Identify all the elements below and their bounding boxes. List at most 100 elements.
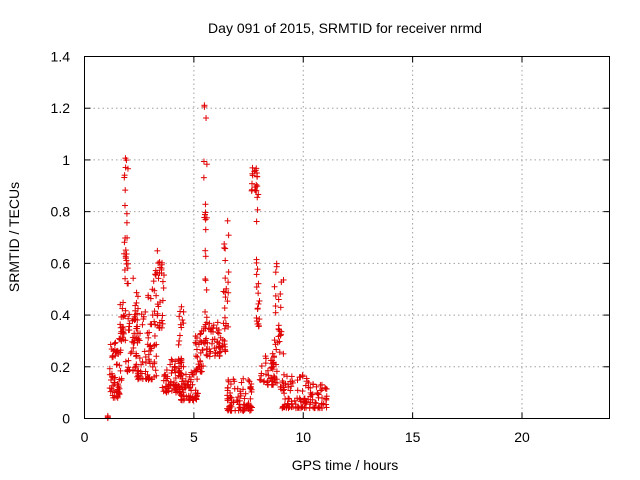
y-axis-label: SRMTID / TECUs	[6, 182, 22, 292]
data-point	[117, 367, 124, 374]
data-point	[153, 292, 160, 299]
data-point	[121, 239, 128, 246]
data-point	[303, 404, 310, 411]
data-point	[180, 389, 187, 396]
data-point	[121, 313, 128, 320]
data-point	[126, 366, 133, 373]
data-point	[221, 325, 228, 332]
data-point	[122, 164, 129, 171]
data-point	[224, 405, 231, 412]
data-point	[289, 379, 296, 386]
data-point	[159, 384, 166, 391]
data-point	[132, 302, 139, 309]
data-point	[221, 244, 228, 251]
data-point	[147, 295, 154, 302]
data-point	[201, 340, 208, 347]
data-point	[192, 368, 199, 375]
data-point	[202, 201, 209, 208]
data-point	[224, 298, 231, 305]
data-point	[271, 337, 278, 344]
data-point	[112, 339, 119, 346]
data-point	[189, 371, 196, 378]
data-point	[270, 359, 277, 366]
data-point	[256, 376, 263, 383]
data-point	[203, 286, 210, 293]
data-point	[172, 375, 179, 382]
data-point	[150, 342, 157, 349]
data-point	[311, 405, 318, 412]
data-point	[277, 304, 284, 311]
data-point	[220, 288, 227, 295]
x-tick-label: 10	[295, 429, 311, 445]
data-point	[233, 397, 240, 404]
data-point	[319, 405, 326, 412]
data-point	[227, 402, 234, 409]
data-point	[163, 367, 170, 374]
data-point	[176, 332, 183, 339]
data-point	[163, 389, 170, 396]
data-point	[280, 350, 287, 357]
data-point	[121, 202, 128, 209]
data-point	[160, 284, 167, 291]
data-point	[196, 363, 203, 370]
data-point	[186, 373, 193, 380]
data-point	[213, 325, 220, 332]
data-point	[122, 253, 129, 260]
data-point	[255, 290, 262, 297]
data-point	[200, 158, 207, 165]
data-point	[297, 374, 304, 381]
data-point	[168, 356, 175, 363]
data-point	[117, 347, 124, 354]
data-point	[225, 279, 232, 286]
data-point	[194, 354, 201, 361]
data-point	[202, 253, 209, 260]
data-point	[221, 314, 228, 321]
data-point	[193, 346, 200, 353]
data-point	[109, 352, 116, 359]
data-point	[130, 344, 137, 351]
data-point	[193, 340, 200, 347]
data-point	[135, 376, 142, 383]
data-point	[248, 380, 255, 387]
data-point	[221, 343, 228, 350]
data-point	[195, 364, 202, 371]
data-point	[255, 191, 262, 198]
data-point	[273, 260, 280, 267]
data-point	[128, 348, 135, 355]
data-point	[258, 363, 265, 370]
data-point	[109, 373, 116, 380]
data-point	[197, 337, 204, 344]
data-point	[118, 375, 125, 382]
data-point	[113, 361, 120, 368]
data-point	[145, 294, 152, 301]
data-point	[134, 293, 141, 300]
data-point	[134, 370, 141, 377]
grid-lines	[84, 56, 610, 419]
data-point	[160, 388, 167, 395]
data-point	[150, 278, 157, 285]
data-point	[222, 257, 229, 264]
data-point	[145, 334, 152, 341]
data-point	[247, 385, 254, 392]
data-point	[123, 210, 130, 217]
data-point	[272, 303, 279, 310]
data-point	[107, 388, 114, 395]
data-point	[236, 404, 243, 411]
data-point	[296, 395, 303, 402]
data-point	[122, 307, 129, 314]
data-point	[252, 167, 259, 174]
data-point	[137, 375, 144, 382]
data-point	[203, 314, 210, 321]
data-point	[255, 280, 262, 287]
data-point	[241, 395, 248, 402]
data-point	[163, 377, 170, 384]
data-point	[249, 164, 256, 171]
data-point	[227, 394, 234, 401]
data-point	[117, 324, 124, 331]
data-point	[151, 358, 158, 365]
data-point	[127, 350, 134, 357]
data-point	[313, 383, 320, 390]
data-point	[272, 309, 279, 316]
data-point	[134, 316, 141, 323]
